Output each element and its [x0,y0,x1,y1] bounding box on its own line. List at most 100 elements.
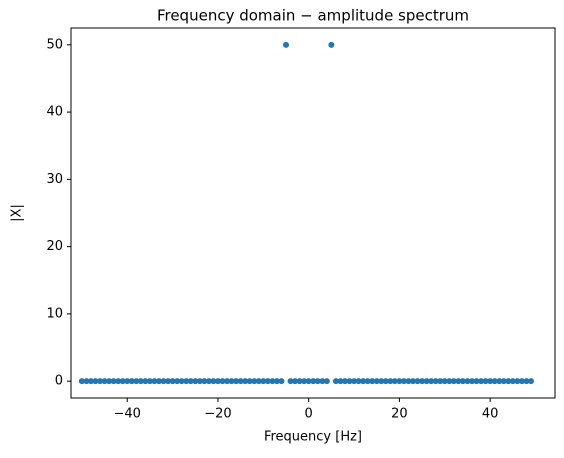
point [446,378,453,385]
point [292,378,299,385]
plot-frame [70,27,556,399]
point [423,378,430,385]
point [518,378,525,385]
point [491,378,498,385]
point [346,378,353,385]
point [160,378,167,385]
point [165,378,172,385]
point [373,378,380,385]
point [455,378,462,385]
point [478,378,485,385]
point [323,378,330,385]
point [273,378,280,385]
point [473,378,480,385]
point [214,378,221,385]
point [210,378,217,385]
y-tick-label: 40 [46,105,63,120]
point [396,378,403,385]
point [169,378,176,385]
point [192,378,199,385]
point [500,378,507,385]
point [156,378,162,385]
point [328,41,335,48]
point [464,378,471,385]
point [264,378,271,385]
point [255,378,262,385]
point [305,378,312,385]
point [450,378,457,385]
y-tick-label: 50 [46,37,63,52]
point [219,378,226,385]
point [119,378,126,385]
point [441,378,448,385]
point [133,378,140,385]
point [400,378,407,385]
x-tick-label: 0 [305,407,313,422]
point [92,378,99,385]
point [355,378,362,385]
point [382,378,389,385]
point [437,378,444,385]
point [233,378,240,385]
point [341,378,348,385]
point [314,378,321,385]
point [146,378,153,385]
point [391,378,398,385]
chart-title: Frequency domain − amplitude spectrum [157,7,469,25]
y-tick-label: 10 [46,306,63,321]
point [260,378,267,385]
point [428,378,435,385]
point [196,378,203,385]
point [432,378,439,385]
point [301,378,308,385]
point [514,378,521,385]
point [124,378,131,385]
point [224,378,231,385]
point [360,378,367,385]
point [110,378,117,385]
point [174,378,181,385]
point [459,378,466,385]
point [106,378,113,385]
point [87,378,94,385]
point [378,378,385,385]
point [482,378,489,385]
point [283,41,290,48]
point [337,378,344,385]
point [487,378,494,385]
point [364,378,371,385]
point [509,378,516,385]
x-tick-label: −20 [204,407,231,422]
point [468,378,475,385]
point [187,378,194,385]
y-tick-label: 20 [46,239,63,254]
point [496,378,503,385]
point [387,378,394,385]
point [523,378,530,385]
point [128,378,135,385]
point [269,378,276,385]
point [527,378,534,385]
point [205,378,212,385]
point [296,378,303,385]
point [137,378,144,385]
point [419,378,426,385]
x-axis-label: Frequency [Hz] [264,430,362,445]
x-tick-label: −40 [114,407,141,422]
point [228,378,235,385]
point [201,378,208,385]
point [101,378,108,385]
point [414,378,421,385]
point [287,378,294,385]
point [251,378,258,385]
point [332,378,339,385]
point [183,378,190,385]
point [369,378,376,385]
point [83,378,90,385]
point [115,378,122,385]
y-tick-label: 30 [46,172,63,187]
point [78,378,85,385]
point [246,378,253,385]
point [151,378,158,385]
